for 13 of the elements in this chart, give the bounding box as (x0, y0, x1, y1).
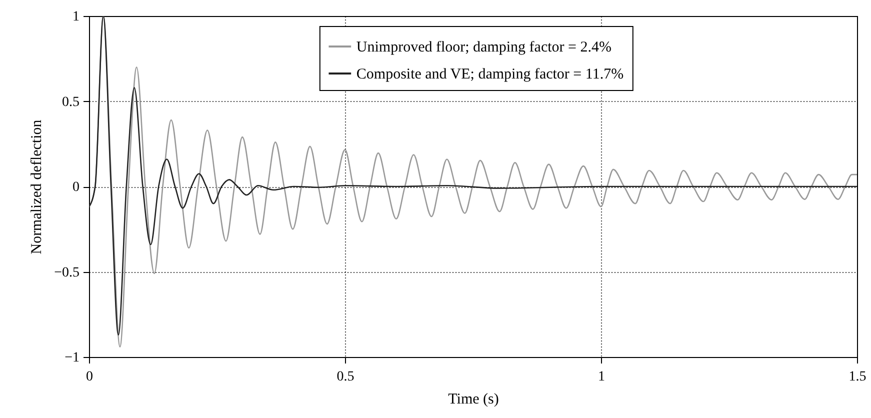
y-tick-label: 0.5 (62, 94, 80, 110)
legend-label: Composite and VE; damping factor = 11.7% (356, 66, 624, 82)
y-tick-label: −0.5 (54, 265, 80, 280)
x-axis-title: Time (s) (448, 392, 499, 408)
x-tick-label: 0.5 (336, 370, 354, 384)
x-tick-label: 1.5 (848, 370, 866, 384)
x-tick-label: 0 (86, 370, 93, 384)
y-tick-label: −1 (64, 350, 80, 366)
y-tick-label: 0 (72, 180, 80, 195)
y-tick-label: 1 (72, 10, 80, 24)
y-axis-title: Normalized deflection (29, 119, 46, 254)
legend-label: Unimproved floor; damping factor = 2.4% (356, 40, 612, 56)
x-tick-label: 1 (598, 370, 605, 384)
